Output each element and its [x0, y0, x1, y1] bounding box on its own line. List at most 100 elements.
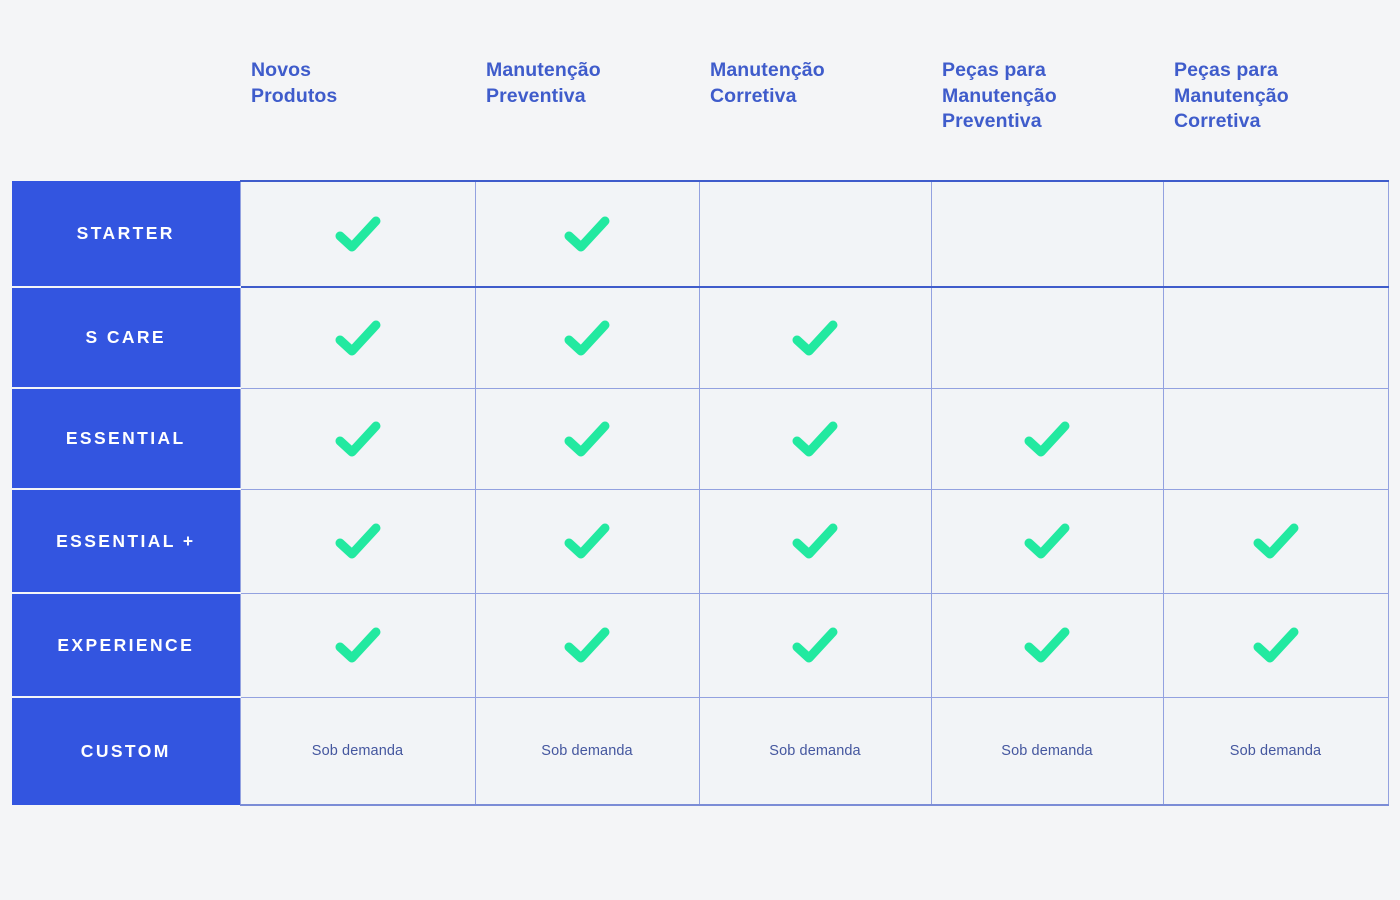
- check-mark: [1164, 522, 1388, 560]
- check-icon: [564, 627, 610, 663]
- cell-empty-s-care-pecas-manutencao-corretiva: [1162, 287, 1389, 389]
- cell-custom-pecas-manutencao-preventiva: Sob demanda: [930, 697, 1163, 806]
- cell-essential-p-novos-produtos: [239, 489, 475, 594]
- cell-empty-starter-pecas-manutencao-corretiva: [1162, 180, 1389, 288]
- cell-essential-p-pecas-manutencao-preventiva: [930, 489, 1163, 594]
- column-header-line: Corretiva: [1174, 110, 1261, 132]
- cell-essential-novos-produtos: [239, 388, 475, 490]
- table-row: S CARE: [12, 287, 1389, 389]
- cell-essential-p-pecas-manutencao-corretiva: [1162, 489, 1389, 594]
- cell-experience-pecas-manutencao-corretiva: [1162, 593, 1389, 698]
- header-corner-spacer: [12, 58, 240, 178]
- check-mark: [241, 420, 475, 458]
- cell-custom-manutencao-corretiva: Sob demanda: [698, 697, 931, 806]
- plan-label-custom[interactable]: CUSTOM: [12, 697, 240, 805]
- column-header-line: Manutenção: [1174, 84, 1289, 107]
- check-mark: [932, 420, 1163, 458]
- column-header-pecas-manutencao-preventiva: Peças para Manutenção Preventiva: [931, 58, 1163, 178]
- cell-custom-novos-produtos: Sob demanda: [239, 697, 475, 806]
- plan-label-s-care[interactable]: S CARE: [12, 287, 240, 389]
- table-header-row: Novos Produtos Manutenção Preventiva Manuten…: [12, 58, 1388, 178]
- cell-custom-pecas-manutencao-corretiva: Sob demanda: [1162, 697, 1389, 806]
- check-icon: [335, 627, 380, 663]
- column-header-line: Manutenção: [486, 59, 601, 81]
- check-mark: [700, 420, 931, 458]
- check-icon: [1253, 627, 1298, 663]
- on-demand-label: Sob demanda: [541, 742, 633, 759]
- plan-label-essential-p[interactable]: ESSENTIAL +: [12, 489, 240, 594]
- check-mark: [476, 215, 699, 253]
- column-header-line: Corretiva: [710, 84, 797, 107]
- on-demand-label: Sob demanda: [1229, 742, 1322, 759]
- check-icon: [564, 216, 610, 252]
- table-body: STARTER S CARE ESSENTIAL ESSENTIAL + EXPERIE…: [12, 180, 1389, 806]
- check-mark: [700, 319, 931, 357]
- cell-empty-starter-pecas-manutencao-preventiva: [930, 180, 1163, 288]
- cell-essential-pecas-manutencao-preventiva: [930, 388, 1163, 490]
- column-header-line: Preventiva: [942, 110, 1042, 132]
- cell-essential-manutencao-preventiva: [474, 388, 699, 490]
- check-icon: [1024, 523, 1070, 559]
- check-icon: [335, 421, 380, 456]
- check-icon: [335, 216, 380, 252]
- check-mark: [700, 626, 931, 664]
- check-icon: [564, 523, 610, 559]
- check-icon: [1253, 523, 1298, 559]
- plan-label-essential[interactable]: ESSENTIAL: [12, 388, 240, 490]
- check-mark: [476, 626, 699, 664]
- check-icon: [792, 627, 838, 663]
- column-header-line: Manutenção: [942, 84, 1057, 107]
- cell-experience-manutencao-corretiva: [698, 593, 931, 698]
- column-header-line: Novos: [251, 59, 312, 81]
- cell-s-care-manutencao-corretiva: [698, 287, 931, 389]
- plan-label-starter[interactable]: STARTER: [12, 181, 240, 288]
- cell-empty-starter-manutencao-corretiva: [698, 180, 931, 288]
- column-header-manutencao-corretiva: Manutenção Corretiva: [699, 58, 931, 178]
- cell-custom-manutencao-preventiva: Sob demanda: [474, 697, 699, 806]
- table-row: ESSENTIAL +: [12, 489, 1389, 594]
- check-mark: [241, 215, 475, 253]
- check-icon: [335, 320, 380, 356]
- cell-essential-p-manutencao-corretiva: [698, 489, 931, 594]
- cell-s-care-manutencao-preventiva: [474, 287, 699, 389]
- cell-essential-manutencao-corretiva: [698, 388, 931, 490]
- check-icon: [792, 421, 838, 456]
- cell-starter-manutencao-preventiva: [474, 180, 699, 288]
- check-icon: [792, 320, 838, 356]
- check-mark: [932, 626, 1163, 664]
- on-demand-label: Sob demanda: [1001, 742, 1093, 759]
- check-mark: [241, 626, 475, 664]
- plan-label-experience[interactable]: EXPERIENCE: [12, 593, 240, 698]
- column-header-manutencao-preventiva: Manutenção Preventiva: [475, 58, 699, 178]
- cell-experience-novos-produtos: [239, 593, 475, 698]
- column-header-line: Manutenção: [710, 59, 825, 81]
- column-header-line: Peças para: [942, 59, 1046, 81]
- cell-essential-p-manutencao-preventiva: [474, 489, 699, 594]
- table-row: EXPERIENCE: [12, 593, 1389, 698]
- table-row: CUSTOM Sob demanda Sob demanda Sob demanda S…: [12, 697, 1389, 806]
- check-mark: [476, 319, 699, 357]
- check-icon: [1024, 627, 1070, 663]
- column-header-line: Preventiva: [486, 84, 586, 107]
- table-row: ESSENTIAL: [12, 388, 1389, 490]
- cell-s-care-novos-produtos: [239, 287, 475, 389]
- cell-starter-novos-produtos: [239, 180, 475, 288]
- check-mark: [476, 420, 699, 458]
- check-icon: [1024, 421, 1070, 456]
- cell-empty-s-care-pecas-manutencao-preventiva: [930, 287, 1163, 389]
- check-mark: [241, 319, 475, 357]
- on-demand-label: Sob demanda: [769, 742, 861, 759]
- check-mark: [476, 522, 699, 560]
- table-row: STARTER: [12, 180, 1389, 288]
- check-icon: [792, 523, 838, 559]
- column-header-pecas-manutencao-corretiva: Peças para Manutenção Corretiva: [1163, 58, 1388, 178]
- column-header-line: Produtos: [251, 84, 338, 107]
- check-mark: [241, 522, 475, 560]
- column-header-line: Peças para: [1174, 59, 1278, 81]
- check-icon: [564, 421, 610, 456]
- check-icon: [564, 320, 610, 356]
- check-icon: [335, 523, 380, 559]
- cell-experience-manutencao-preventiva: [474, 593, 699, 698]
- on-demand-label: Sob demanda: [311, 742, 404, 759]
